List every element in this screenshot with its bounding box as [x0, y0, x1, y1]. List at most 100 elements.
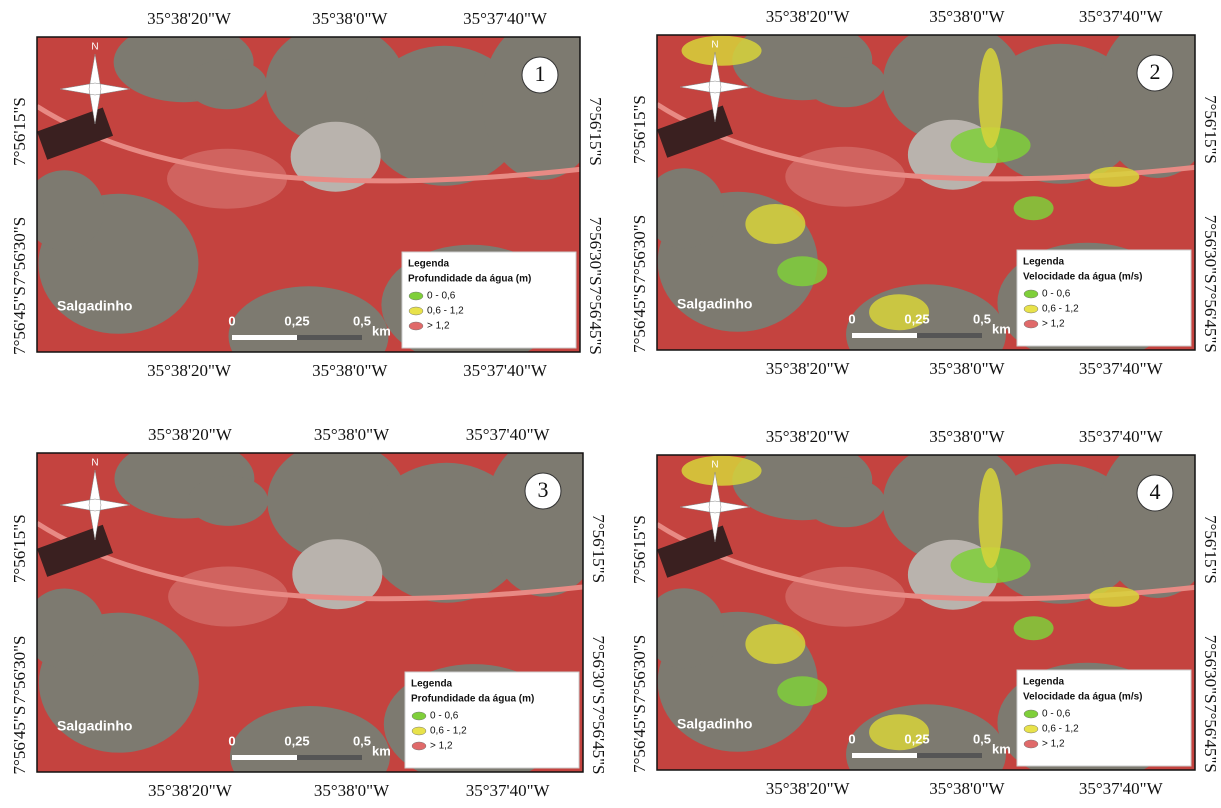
legend-swatch [1024, 305, 1038, 313]
town [785, 567, 905, 627]
panel-number: 3 [538, 477, 549, 502]
panel-number: 1 [535, 61, 546, 86]
velocity-zone [1089, 167, 1139, 187]
velocity-zone [1014, 616, 1054, 640]
velocity-zone [1014, 196, 1054, 220]
legend-item: > 1,2 [1042, 319, 1065, 330]
legend-swatch [409, 292, 423, 300]
x-label-bottom: 35°38'0"W [312, 361, 388, 380]
town [167, 149, 287, 209]
scale-bar [232, 335, 297, 340]
y-label-left: 7°56'15"S [630, 515, 649, 584]
town [785, 147, 905, 207]
legend-swatch [409, 307, 423, 315]
x-label-bottom: 35°37'40"W [463, 361, 548, 380]
terrain [187, 59, 267, 109]
legend-swatch [1024, 710, 1038, 718]
y-label-right: 7°56'45"S [589, 706, 608, 775]
velocity-zone [682, 456, 762, 486]
scale-label: 0,5 [353, 733, 371, 748]
velocity-zone [682, 36, 762, 66]
scale-unit: km [372, 323, 391, 338]
y-label-left: 7°56'15"S [10, 97, 29, 166]
panel-number: 2 [1150, 59, 1161, 84]
legend-item: 0,6 - 1,2 [1042, 304, 1079, 315]
legend-title: Legenda [411, 679, 453, 690]
scale-label: 0,25 [904, 311, 929, 326]
legend-subtitle: Velocidade da água (m/s) [1023, 272, 1142, 283]
legend-item: 0,6 - 1,2 [430, 726, 467, 737]
scale-bar [232, 755, 297, 760]
legend-item: 0,6 - 1,2 [427, 306, 464, 317]
north-label: N [91, 42, 98, 53]
x-label-bottom: 35°38'0"W [314, 781, 390, 800]
legend-item: > 1,2 [430, 741, 453, 752]
y-label-left: 7°56'30"S [10, 217, 29, 286]
scale-unit: km [992, 741, 1011, 756]
terrain [482, 20, 602, 180]
velocity-zone [777, 256, 827, 286]
x-label-bottom: 35°38'20"W [147, 361, 232, 380]
map-panel: 35°38'20"W35°38'20"W35°38'0"W35°38'0"W35… [630, 7, 1220, 384]
x-label-top: 35°37'40"W [1079, 7, 1164, 26]
terrain [24, 170, 104, 250]
legend-swatch [412, 712, 426, 720]
legend-item: 0 - 0,6 [1042, 709, 1071, 720]
terrain [1097, 438, 1217, 598]
x-label-top: 35°38'0"W [314, 425, 390, 444]
x-label-top: 35°38'0"W [929, 427, 1005, 446]
town [168, 567, 288, 627]
map-panel: 35°38'20"W35°38'20"W35°38'0"W35°38'0"W35… [630, 427, 1220, 803]
scale-bar [297, 755, 362, 760]
velocity-zone [979, 48, 1003, 148]
north-label: N [711, 460, 718, 471]
y-label-right: 7°56'30"S [1201, 215, 1220, 284]
x-label-bottom: 35°38'20"W [148, 781, 233, 800]
legend-subtitle: Profundidade da água (m) [408, 274, 531, 285]
x-label-bottom: 35°37'40"W [466, 781, 551, 800]
y-label-left: 7°56'30"S [630, 635, 649, 704]
terrain [188, 476, 268, 526]
legend-item: 0 - 0,6 [430, 711, 459, 722]
y-label-left: 7°56'15"S [630, 95, 649, 164]
legend-title: Legenda [1023, 677, 1065, 688]
y-label-right: 7°56'30"S [589, 636, 608, 705]
y-label-left: 7°56'30"S [10, 636, 29, 705]
scale-bar [297, 335, 362, 340]
scale-bar [852, 753, 917, 758]
x-label-top: 35°38'20"W [766, 7, 851, 26]
terrain [644, 588, 724, 668]
legend-swatch [412, 742, 426, 750]
y-label-left: 7°56'30"S [630, 215, 649, 284]
legend-title: Legenda [408, 259, 450, 270]
y-label-left: 7°56'45"S [630, 704, 649, 773]
y-label-right: 7°56'30"S [586, 217, 605, 286]
place-label: Salgadinho [57, 718, 132, 734]
terrain [485, 437, 605, 597]
scale-label: 0 [848, 311, 855, 326]
x-label-bottom: 35°37'40"W [1079, 779, 1164, 798]
legend-swatch [1024, 320, 1038, 328]
velocity-zone [1089, 587, 1139, 607]
x-label-top: 35°37'40"W [1079, 427, 1164, 446]
legend-item: 0 - 0,6 [427, 291, 456, 302]
legend-subtitle: Velocidade da água (m/s) [1023, 692, 1142, 703]
legend-item: > 1,2 [1042, 739, 1065, 750]
y-label-right: 7°56'15"S [1201, 515, 1220, 584]
y-label-left: 7°56'45"S [10, 286, 29, 355]
scale-unit: km [992, 321, 1011, 336]
y-label-right: 7°56'15"S [589, 514, 608, 583]
terrain [805, 477, 885, 527]
scale-label: 0 [228, 733, 235, 748]
x-label-top: 35°38'20"W [147, 9, 232, 28]
scale-label: 0 [228, 313, 235, 328]
x-label-bottom: 35°38'20"W [766, 359, 851, 378]
north-label: N [711, 40, 718, 51]
legend-item: > 1,2 [427, 321, 450, 332]
y-label-left: 7°56'45"S [10, 706, 29, 775]
y-label-right: 7°56'45"S [1201, 704, 1220, 773]
x-label-top: 35°38'0"W [312, 9, 388, 28]
legend-item: 0 - 0,6 [1042, 289, 1071, 300]
x-label-bottom: 35°37'40"W [1079, 359, 1164, 378]
x-label-top: 35°37'40"W [466, 425, 551, 444]
